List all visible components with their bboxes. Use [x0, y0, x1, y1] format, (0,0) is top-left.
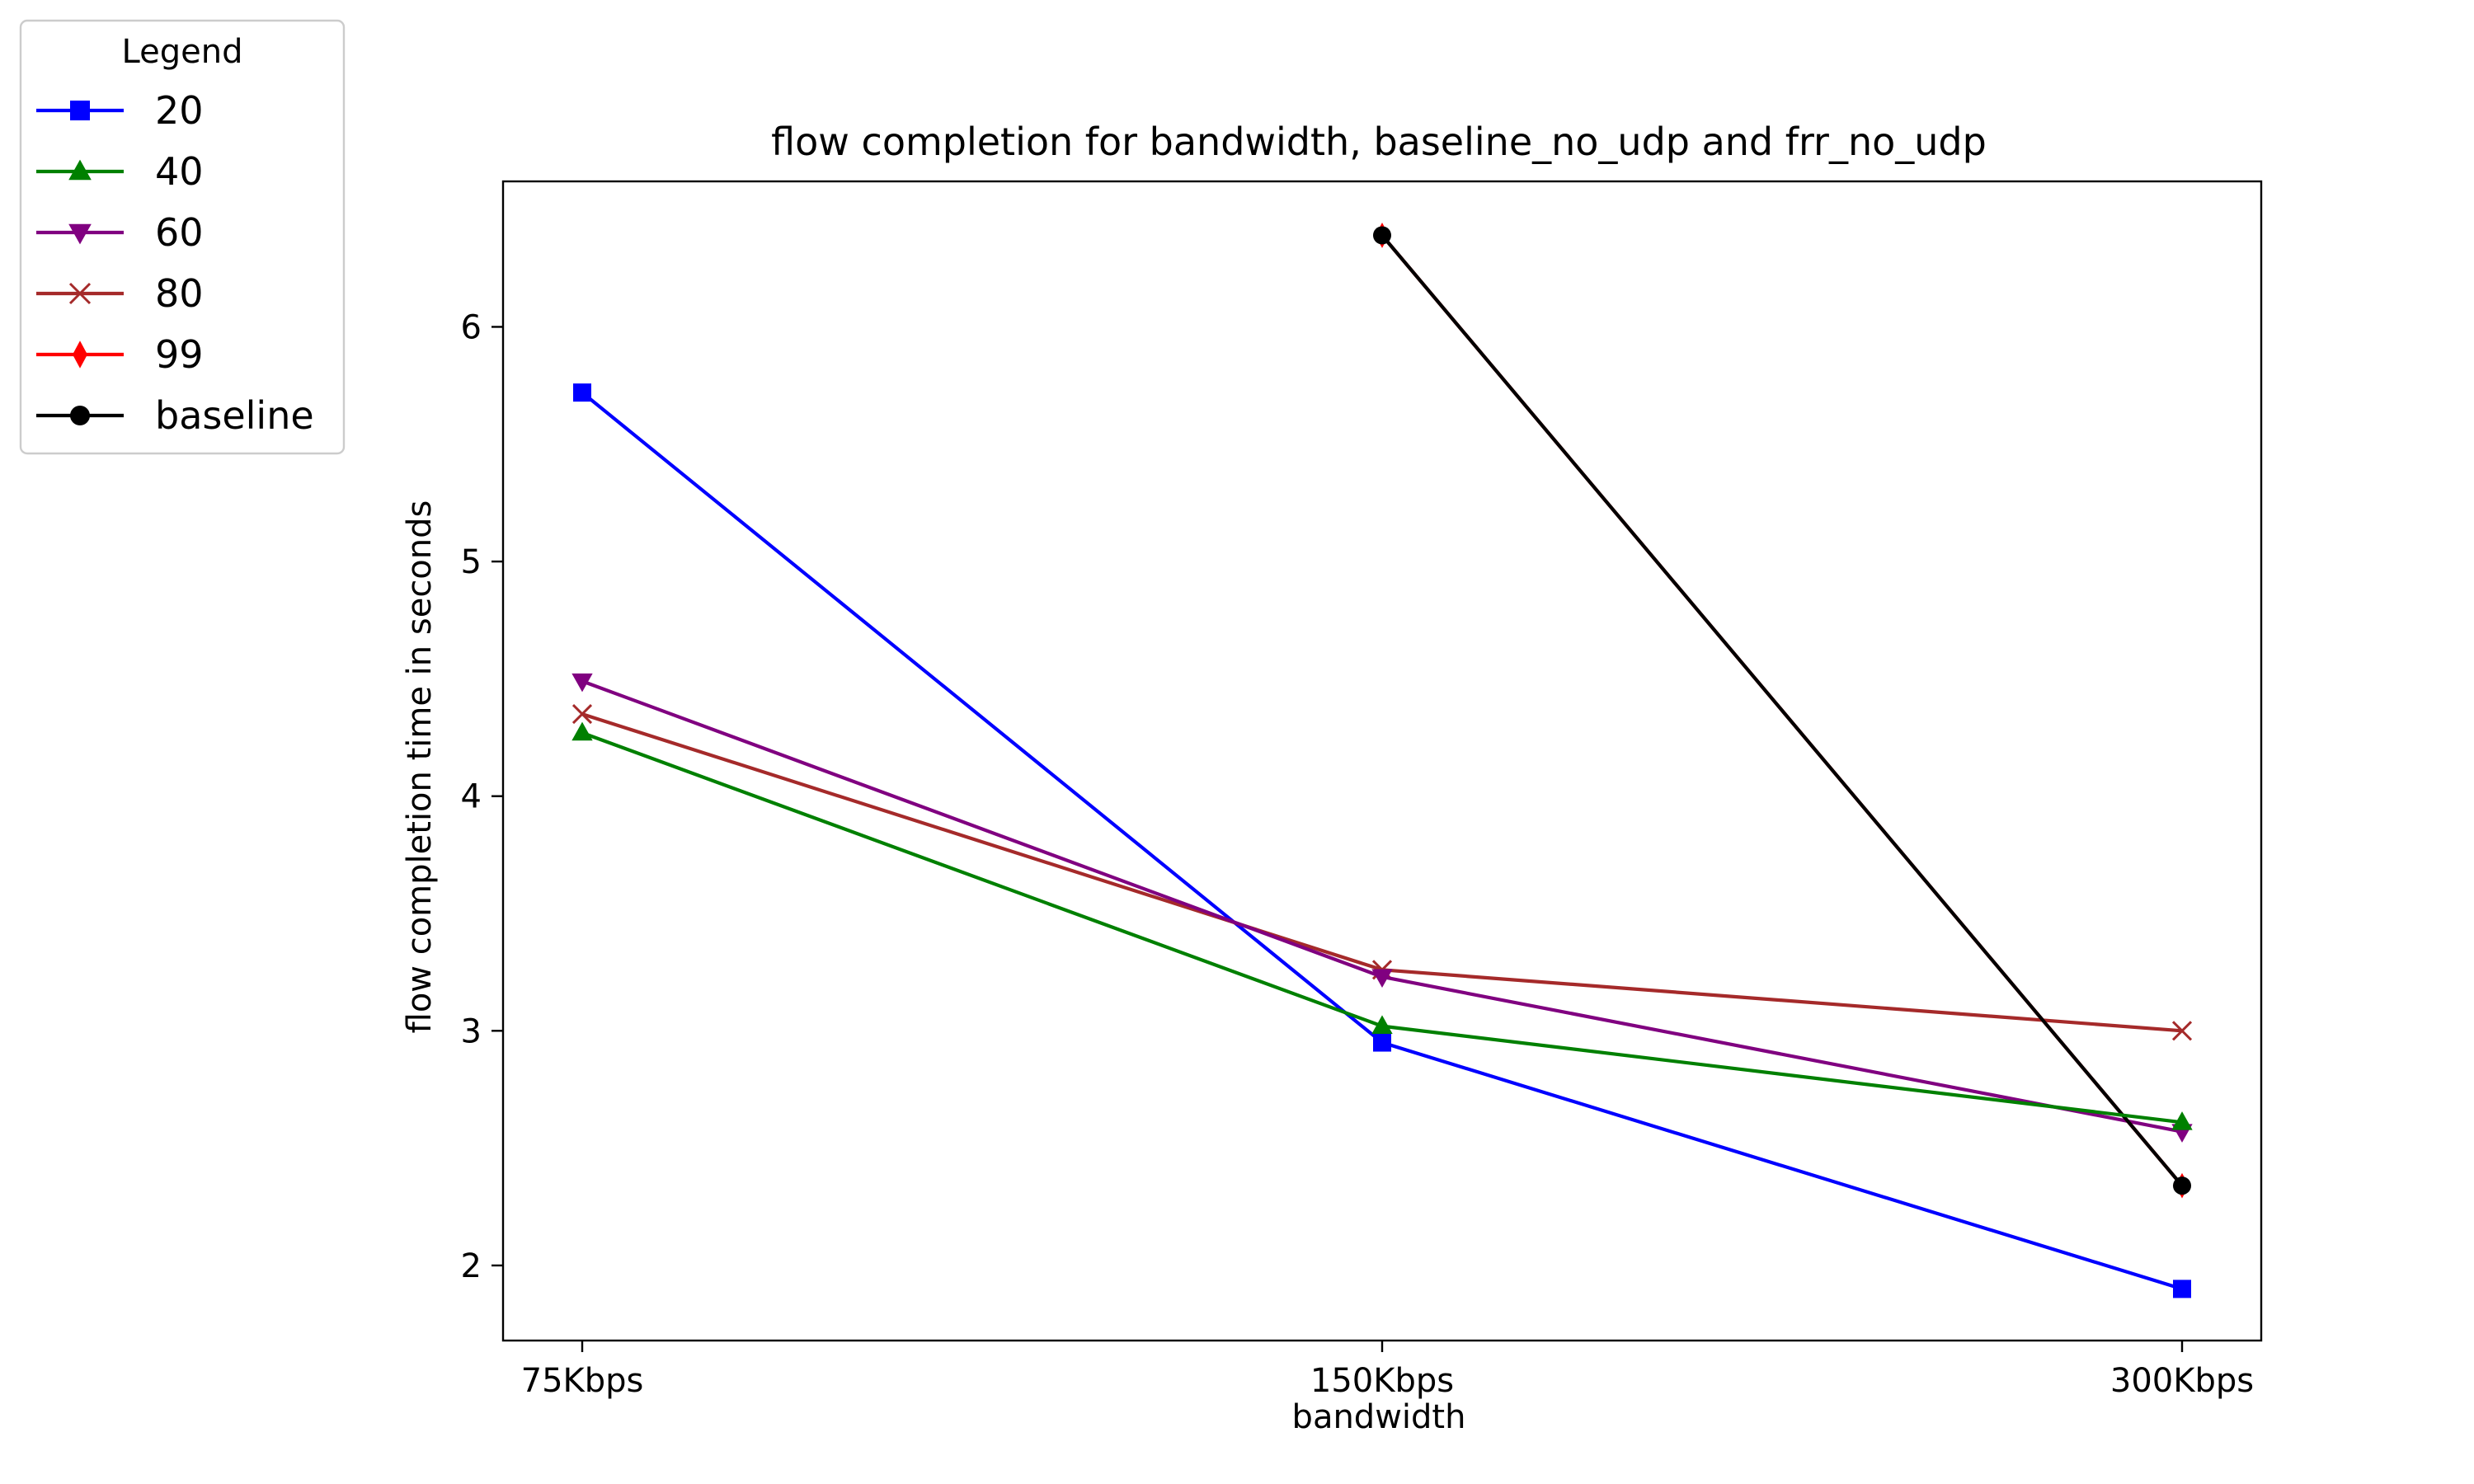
data-point-40 [2171, 1111, 2193, 1130]
legend-marker [68, 159, 92, 181]
x-tick-label: 75Kbps [521, 1362, 644, 1400]
legend-title: Legend [122, 33, 243, 71]
data-point-60 [1371, 969, 1393, 989]
legend-label: 80 [155, 271, 204, 316]
y-tick-label: 3 [461, 1012, 482, 1050]
series-baseline [1373, 226, 2191, 1195]
legend-entry-40: 40 [36, 149, 204, 194]
series-line-60 [581, 679, 2183, 1134]
data-point-baseline [1373, 226, 1391, 245]
legend-marker [68, 282, 92, 305]
y-tick-label: 6 [461, 308, 482, 346]
data-point-40 [1371, 1015, 1393, 1034]
y-tick-label: 5 [461, 543, 482, 581]
legend-frame [19, 19, 346, 455]
plot-area-frame [501, 180, 2263, 1342]
legend-label: 60 [155, 210, 204, 255]
legend: Legend 20 40 60 80 99 baseline [19, 19, 346, 455]
y-tick-label: 2 [461, 1247, 482, 1285]
data-point-60 [571, 673, 593, 693]
legend-label: 20 [155, 88, 204, 133]
data-point-80 [571, 704, 593, 725]
series-line-20 [581, 391, 2183, 1291]
legend-marker [70, 101, 90, 120]
data-point-20 [573, 383, 591, 402]
legend-entry-99: 99 [36, 332, 204, 377]
legend-label: 99 [155, 332, 204, 377]
legend-marker [73, 340, 87, 369]
legend-entry-60: 60 [36, 210, 204, 255]
data-point-40 [571, 721, 593, 741]
legend-entry-80: 80 [36, 271, 204, 316]
y-tick-label: 4 [461, 778, 482, 816]
legend-marker [68, 223, 92, 245]
legend-label: baseline [155, 393, 314, 438]
legend-entry-20: 20 [36, 88, 204, 133]
series-20 [573, 383, 2191, 1298]
chart-title: flow completion for bandwidth, baseline_… [771, 120, 1987, 164]
data-point-20 [2173, 1280, 2191, 1298]
y-axis-label: flow completion time in seconds [401, 500, 439, 1034]
x-axis-label: bandwidth [1292, 1398, 1466, 1436]
legend-marker [70, 406, 90, 425]
x-tick-label: 300Kbps [2110, 1362, 2254, 1400]
data-point-baseline [2173, 1176, 2191, 1195]
data-point-20 [1373, 1033, 1391, 1052]
legend-entry-baseline: baseline [36, 393, 314, 438]
series-40 [571, 721, 2193, 1130]
legend-label: 40 [155, 149, 204, 194]
x-tick-label: 150Kbps [1310, 1362, 1454, 1400]
data-point-80 [2171, 1021, 2193, 1041]
series-80 [571, 704, 2193, 1041]
series-line-baseline [1380, 234, 2184, 1187]
